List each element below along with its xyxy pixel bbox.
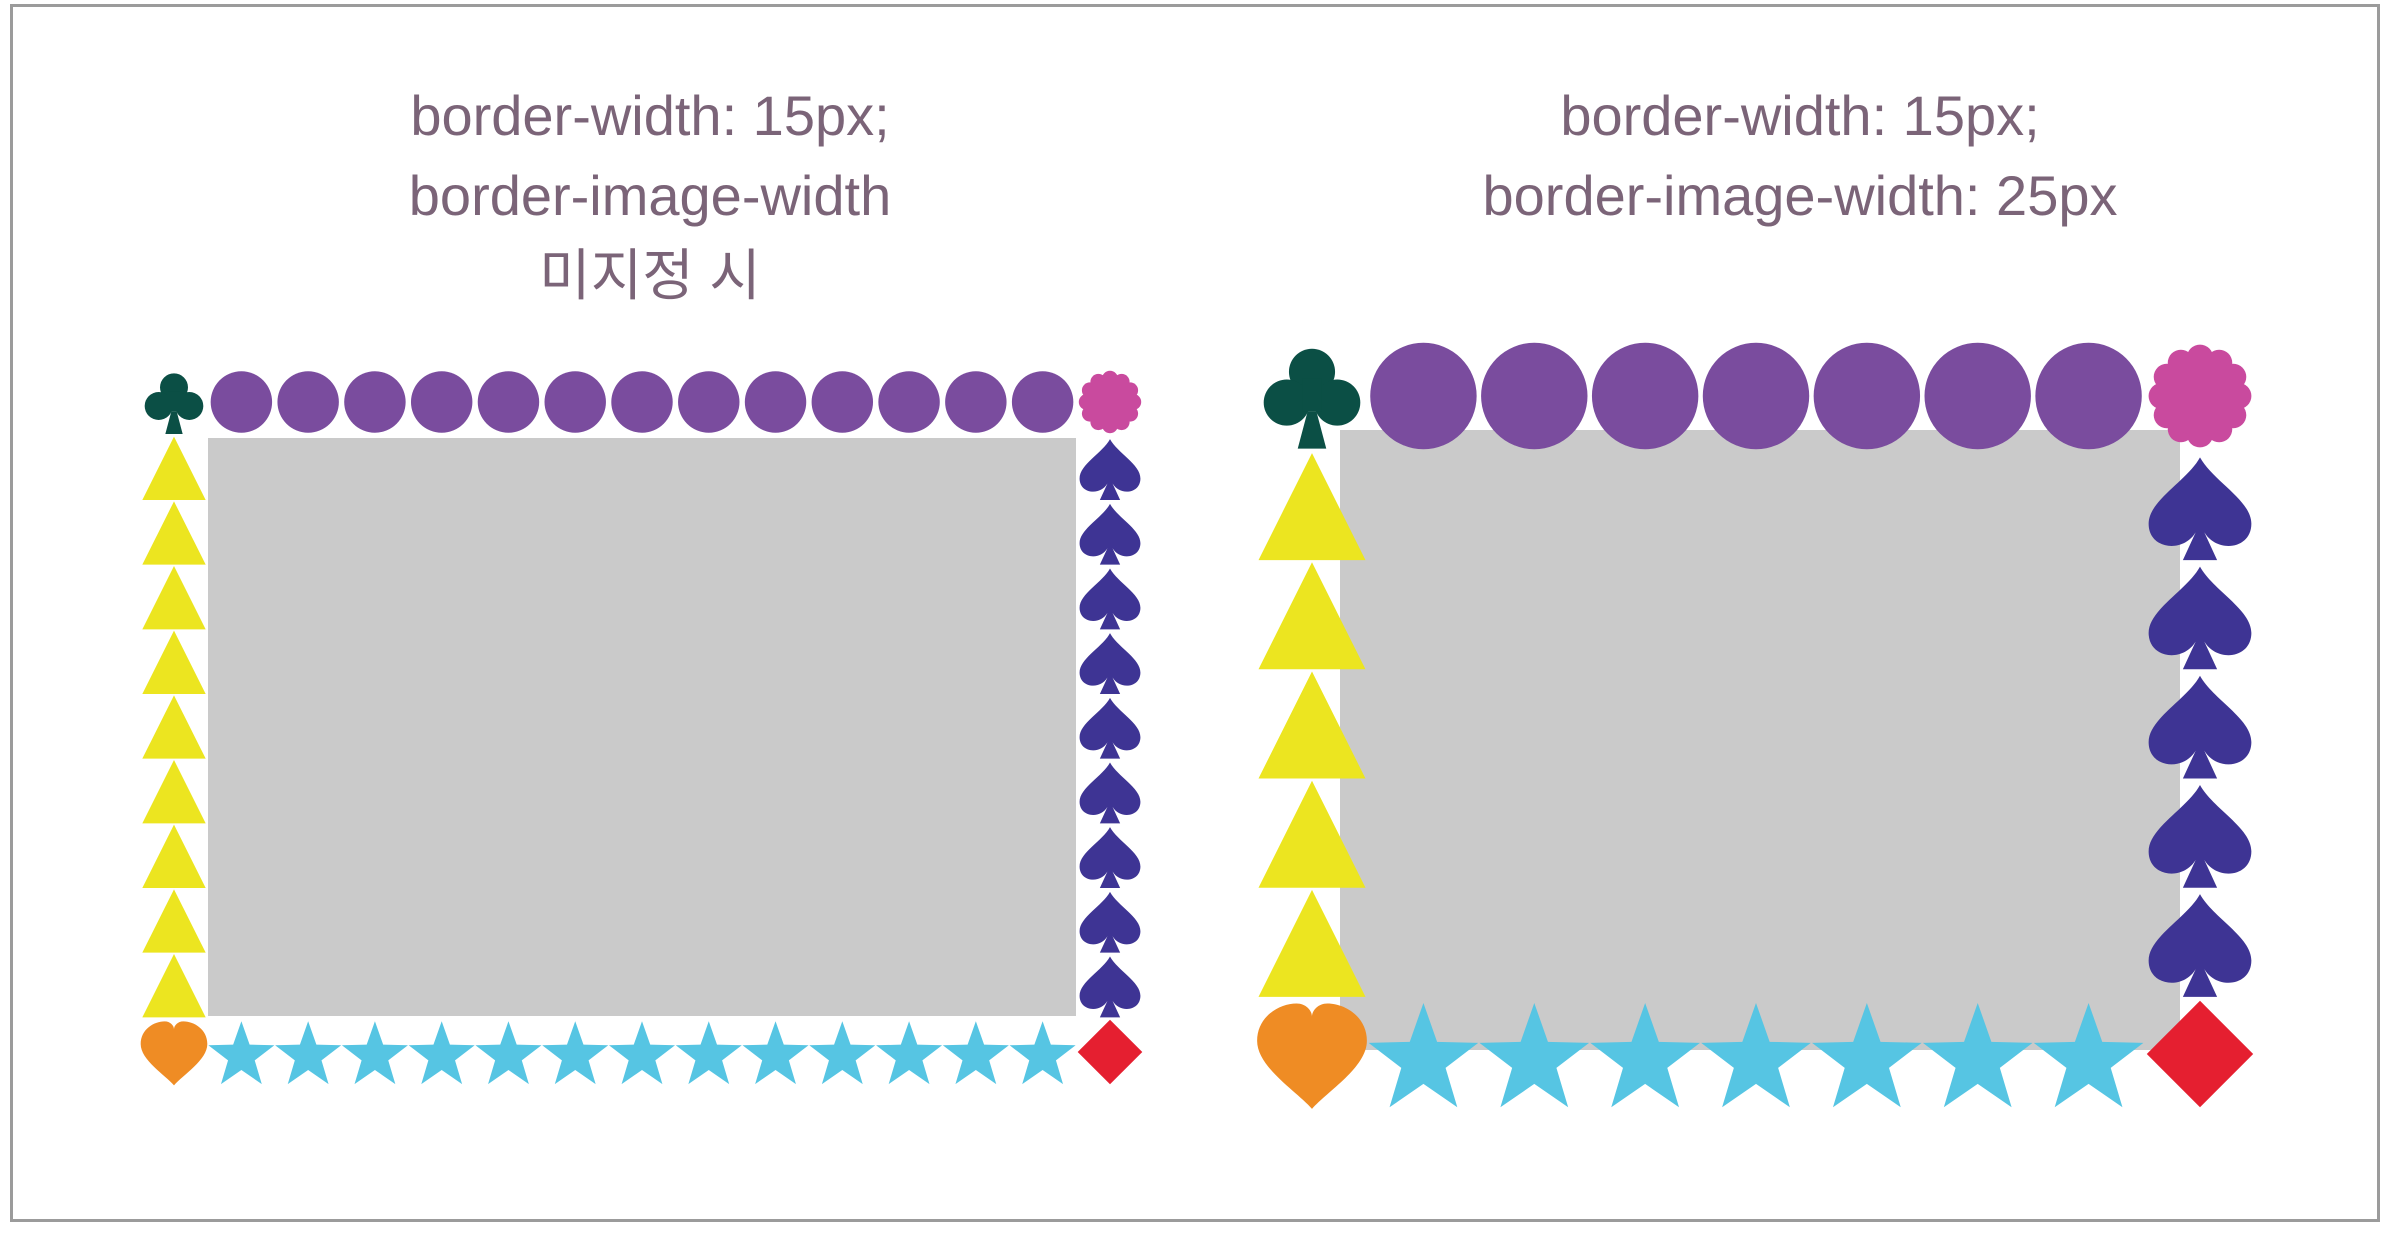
circle-icon (1924, 342, 2031, 450)
triangle-icon (142, 436, 206, 501)
panel-caption-left: border-width: 15px; border-image-width 미… (0, 76, 1300, 316)
star-icon (675, 1021, 742, 1085)
circle-icon (277, 371, 339, 433)
circle-icon (945, 371, 1007, 433)
club-icon (1263, 348, 1361, 449)
star-icon (1812, 1003, 1922, 1108)
triangle-icon (1258, 889, 1366, 997)
circle-icon (611, 371, 673, 433)
star-icon (2033, 1003, 2144, 1108)
caption-line: border-width: 15px; (410, 84, 890, 147)
heart-icon (140, 1021, 208, 1086)
spade-icon (1079, 503, 1141, 565)
star-icon (1922, 1003, 2033, 1108)
star-icon (809, 1021, 876, 1085)
triangle-icon (142, 824, 206, 889)
spade-icon (2148, 457, 2252, 561)
star-icon (1701, 1003, 1811, 1108)
spade-icon (1079, 956, 1141, 1018)
star-icon (876, 1021, 943, 1085)
content-area (1340, 430, 2180, 1050)
star-icon (1368, 1003, 1479, 1108)
circle-icon (544, 371, 606, 433)
circle-icon (678, 371, 740, 433)
circle-icon (477, 371, 540, 433)
star-icon (275, 1021, 342, 1085)
star-icon (408, 1021, 475, 1085)
spade-icon (2148, 784, 2252, 888)
caption-line: border-image-width (408, 164, 892, 227)
panel-caption-right: border-width: 15px; border-image-width: … (1240, 76, 2360, 236)
caption-line: 미지정 시 (539, 244, 761, 307)
spade-icon (1079, 762, 1141, 824)
star-icon (608, 1021, 676, 1085)
spade-icon (1079, 697, 1141, 759)
circle-icon (1813, 342, 1921, 450)
spade-icon (2148, 675, 2252, 779)
star-icon (542, 1021, 609, 1085)
triangle-icon (142, 953, 206, 1018)
flower-icon (2148, 344, 2252, 448)
star-icon (1009, 1021, 1076, 1085)
caption-line: border-image-width: 25px (1482, 164, 2118, 227)
content-area (208, 438, 1076, 1016)
spade-icon (1079, 891, 1141, 953)
triangle-icon (142, 889, 206, 953)
circle-icon (1481, 342, 1588, 450)
star-icon (742, 1021, 809, 1085)
figure-frame (10, 4, 2380, 1222)
caption-line: border-width: 15px; (1560, 84, 2040, 147)
circle-icon (2035, 342, 2142, 450)
circle-icon (210, 371, 273, 433)
triangle-icon (1258, 453, 1366, 561)
circle-icon (410, 371, 473, 433)
spade-icon (1079, 439, 1141, 501)
spade-icon (2148, 894, 2252, 997)
triangle-icon (1258, 671, 1366, 779)
star-icon (942, 1021, 1009, 1085)
heart-icon (1257, 1003, 1367, 1109)
circle-icon (878, 371, 940, 433)
triangle-icon (142, 501, 206, 565)
triangle-icon (142, 630, 206, 695)
diamond-icon (1077, 1019, 1143, 1085)
circle-icon (1591, 342, 1699, 450)
triangle-icon (142, 695, 206, 759)
star-icon (341, 1021, 408, 1085)
circle-icon (1370, 342, 1477, 450)
triangle-icon (1258, 780, 1366, 888)
circle-icon (344, 371, 406, 433)
spade-icon (1079, 633, 1141, 695)
club-icon (144, 373, 204, 434)
circle-icon (1011, 371, 1074, 433)
star-icon (1479, 1003, 1590, 1108)
star-icon (475, 1021, 542, 1085)
spade-icon (1079, 827, 1141, 889)
circle-icon (744, 371, 807, 433)
triangle-icon (142, 759, 206, 824)
spade-icon (1079, 568, 1141, 630)
star-icon (208, 1021, 275, 1085)
circle-icon (811, 371, 874, 433)
star-icon (1590, 1003, 1700, 1108)
spade-icon (2148, 566, 2252, 670)
circle-icon (1702, 342, 1810, 450)
flower-icon (1078, 370, 1142, 434)
triangle-icon (142, 565, 206, 630)
triangle-icon (1258, 562, 1366, 670)
